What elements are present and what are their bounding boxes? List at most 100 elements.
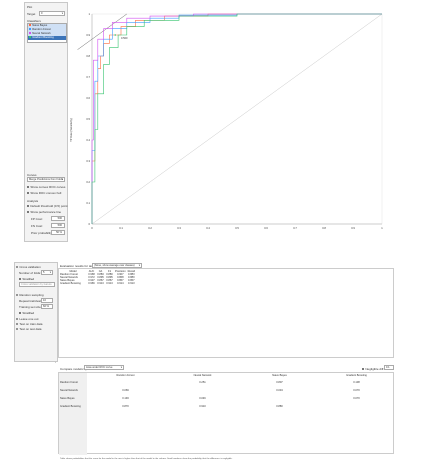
curves-select[interactable]: Merge Predictions from Folds ▾ <box>27 177 65 182</box>
probability-cell: 0.138 <box>353 380 360 384</box>
negligible-diff-spinbox[interactable]: 0.1 <box>384 365 394 370</box>
list-item[interactable]: Neural Network <box>28 32 66 36</box>
results-target-select[interactable]: (None, show average over classes) ▾ <box>92 262 142 268</box>
row-header: Gradient Boosting <box>59 402 87 410</box>
table-row: Neural Network 0.069 0.034 0.070 <box>59 386 395 394</box>
leave-one-out-radio[interactable]: Leave one out <box>16 317 38 321</box>
random-sampling-radio[interactable]: Random sampling <box>16 293 44 297</box>
stratified-checkbox[interactable]: Stratified <box>19 277 34 281</box>
negligible-diff-checkbox[interactable]: Negligible diff.: <box>362 367 385 371</box>
probability-cell: 0.870 <box>122 404 129 408</box>
show-convex-hull-checkbox[interactable]: Show ROC convex hull <box>27 191 61 195</box>
column-header[interactable]: Precision <box>115 270 126 273</box>
list-item[interactable]: Gradient Boosting <box>28 36 66 40</box>
y-tick-label: 0.4 <box>86 138 90 142</box>
roc-plot[interactable]: 0 0.1 0.2 0.3 0.4 0.5 0.6 0.7 0.8 0.9 1 0 0.1 0.2 0.3 0… <box>68 0 388 242</box>
sampling-panel: Cross validation Number of folds: 5 ▾ Str… <box>14 262 58 362</box>
analysis-label: Analysis <box>27 199 39 203</box>
column-header[interactable]: Model <box>69 270 77 273</box>
column-header[interactable]: Naive Bayes <box>272 374 287 377</box>
plot-section-header: Plot <box>27 5 33 9</box>
stratified2-checkbox[interactable]: Stratified <box>19 311 34 315</box>
column-header[interactable]: Neural Network <box>193 374 212 377</box>
default-threshold-checkbox[interactable]: Default threshold (0.5) point <box>27 204 67 208</box>
column-header[interactable]: Recall <box>127 270 135 273</box>
probability-cell: 0.069 <box>122 388 129 392</box>
chevron-down-icon: ▾ <box>49 271 51 274</box>
checkbox-box <box>362 368 365 371</box>
metric-cell: 0.913 <box>106 282 113 285</box>
compare-select[interactable]: Area under ROC curve ▾ <box>84 365 124 370</box>
performance-line-checkbox[interactable]: Show performance line <box>27 210 61 214</box>
folds-select[interactable]: 5 ▾ <box>41 270 53 275</box>
list-item[interactable]: Random Forest <box>28 28 66 32</box>
table-row: Random Forest 0.251 0.807 0.138 <box>59 378 395 386</box>
metric-cell: 0.972 <box>88 276 95 279</box>
test-on-train-radio[interactable]: Test on train data <box>16 322 42 326</box>
x-tick-label: 0.5 <box>235 226 239 230</box>
column-header[interactable]: Random Forest <box>116 374 135 377</box>
splitter-handle[interactable]: › <box>55 360 56 364</box>
table-row[interactable]: Random Forest 0.968 0.883 0.880 0.907 0.883 <box>59 273 136 276</box>
color-swatch <box>29 24 32 27</box>
x-tick-label: 0.8 <box>322 226 326 230</box>
probability-cell <box>87 378 164 386</box>
results-target-label: Evaluation results for target <box>60 264 97 268</box>
table-row: Naive Bayes 0.193 0.046 0.070 <box>59 394 395 402</box>
metric-cell: 0.867 <box>117 279 124 282</box>
target-label: Target <box>27 12 36 16</box>
column-header[interactable]: CA <box>98 270 103 273</box>
prior-probability-label: Prior probability: <box>31 231 53 235</box>
chevron-down-icon: ▾ <box>120 366 122 369</box>
metric-cell: 0.880 <box>128 276 135 279</box>
y-tick-label: 0 <box>89 222 91 226</box>
column-header[interactable]: Gradient Boosting <box>346 374 367 377</box>
radio-dot <box>16 318 19 321</box>
probability-cell: 0.193 <box>122 396 129 400</box>
compare-footnote: Table shows probabilities that the score… <box>60 458 233 460</box>
repeat-select[interactable]: 10 <box>41 298 53 303</box>
table-row: Gradient Boosting 0.870 0.910 0.880 <box>59 402 395 410</box>
y-axis-label: TP Rate (Sensitivity) <box>69 118 73 142</box>
y-tick-label: 0.3 <box>86 159 90 163</box>
chevron-down-icon: ▾ <box>61 178 63 181</box>
metric-cell: 0.880 <box>106 273 113 276</box>
radio-dot <box>16 294 19 297</box>
diagonal-reference-line <box>91 13 383 225</box>
test-on-test-radio[interactable]: Test on test data <box>16 327 41 331</box>
x-tick-label: 0.6 <box>264 226 268 230</box>
prior-probability-spinbox[interactable]: 50 % <box>51 230 65 235</box>
table-row[interactable]: Neural Network 0.972 0.895 0.895 0.868 0.880 <box>59 276 136 279</box>
metric-cell: 0.867 <box>97 279 104 282</box>
metric-cell: 0.883 <box>97 273 104 276</box>
metric-cell: 0.913 <box>128 282 135 285</box>
classifiers-list[interactable]: Naive Bayes Random Forest Neural Network… <box>27 23 67 43</box>
color-swatch <box>29 36 32 39</box>
cv-by-feature-select[interactable]: Cross validation by feature <box>19 282 55 287</box>
target-select[interactable]: 0 ▾ <box>39 10 65 16</box>
column-header[interactable]: AUC <box>88 270 95 273</box>
metric-cell: 0.907 <box>117 273 124 276</box>
y-tick-label: 0.8 <box>86 54 90 58</box>
x-tick-label: 0.3 <box>177 226 181 230</box>
show-convex-roc-checkbox[interactable]: Show convex ROC curves <box>27 185 65 189</box>
x-tick-label: 0.4 <box>206 226 210 230</box>
fp-cost-spinbox[interactable]: 500 <box>51 216 65 221</box>
cross-validation-radio[interactable]: Cross validation <box>16 265 41 269</box>
column-header[interactable]: F1 <box>107 270 112 273</box>
list-item[interactable]: Naive Bayes <box>28 24 66 28</box>
model-name-cell: Neural Network <box>60 276 78 279</box>
table-row[interactable]: Gradient Boosting 0.966 0.913 0.913 0.914 0.9… <box>59 282 136 285</box>
probability-cell: 0.034 <box>276 388 283 392</box>
training-size-select[interactable]: 66 % <box>41 304 53 309</box>
table-row[interactable]: Naive Bayes 0.937 0.867 0.867 0.867 0.867 <box>59 279 136 282</box>
metric-cell: 0.914 <box>117 282 124 285</box>
probability-cell: 0.251 <box>199 380 206 384</box>
performance-line <box>91 13 127 40</box>
table-header-row: Random Forest Neural Network Naive Bayes… <box>59 373 395 378</box>
x-tick-label: 0.2 <box>148 226 152 230</box>
compare-label: Compare models by: <box>60 367 88 371</box>
metric-cell: 0.867 <box>128 279 135 282</box>
row-header: Neural Network <box>59 386 87 394</box>
fn-cost-spinbox[interactable]: 500 <box>51 223 65 228</box>
